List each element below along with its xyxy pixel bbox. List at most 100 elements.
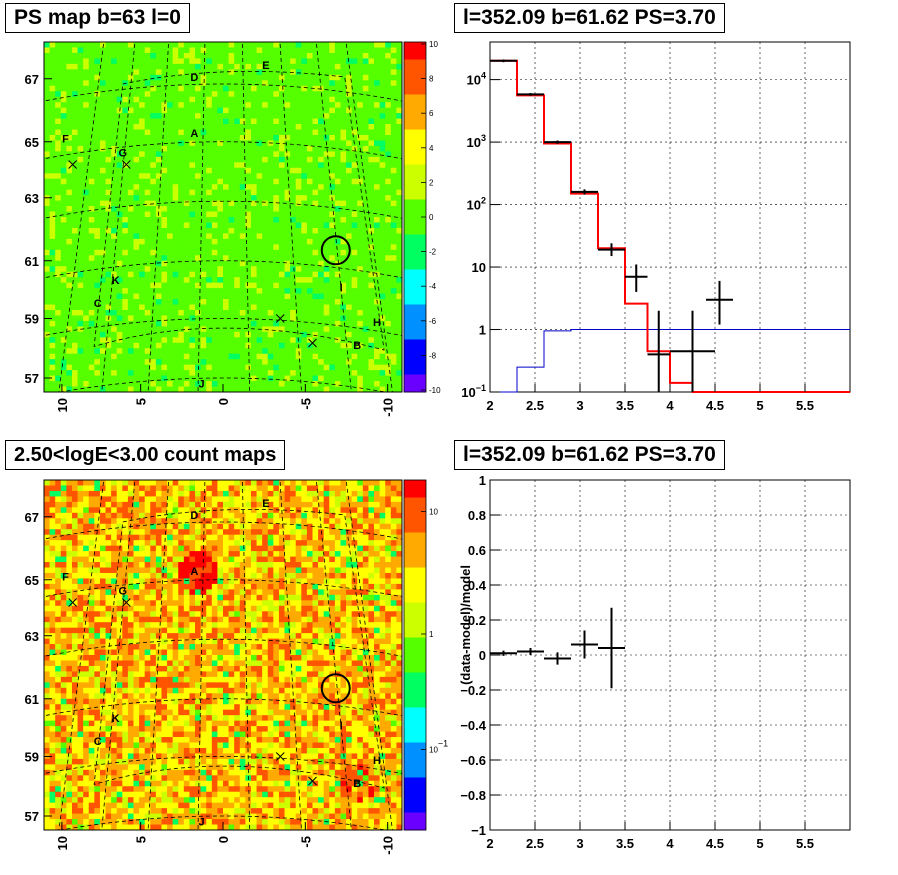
heatmap-cell bbox=[144, 162, 151, 169]
heatmap-cell bbox=[49, 299, 56, 305]
heatmap-cell bbox=[368, 167, 375, 174]
heatmap-cell bbox=[223, 85, 229, 92]
heatmap-cell bbox=[351, 277, 358, 284]
heatmap-cell bbox=[306, 353, 313, 360]
heatmap-cell bbox=[49, 786, 56, 793]
heatmap-cell bbox=[60, 540, 67, 547]
heatmap-cell bbox=[183, 238, 190, 245]
heatmap-cell bbox=[267, 244, 274, 251]
heatmap-cell bbox=[55, 315, 62, 322]
heatmap-cell bbox=[374, 233, 381, 240]
heatmap-cell bbox=[239, 80, 246, 87]
heatmap-cell bbox=[122, 129, 129, 136]
heatmap-cell bbox=[94, 326, 101, 333]
heatmap-cell bbox=[239, 386, 246, 392]
heatmap-cell bbox=[167, 288, 174, 294]
heatmap-cell bbox=[223, 80, 229, 87]
heatmap-cell bbox=[55, 364, 62, 371]
heatmap-cell bbox=[250, 195, 257, 201]
heatmap-cell bbox=[71, 189, 78, 196]
heatmap-cell bbox=[105, 370, 112, 376]
heatmap-cell bbox=[329, 266, 336, 273]
heatmap-cell bbox=[44, 299, 50, 305]
heatmap-cell bbox=[105, 687, 112, 694]
heatmap-cell bbox=[284, 238, 291, 245]
heatmap-cell bbox=[77, 490, 84, 497]
heatmap-cell bbox=[105, 342, 112, 349]
heatmap-cell bbox=[83, 764, 90, 771]
heatmap-cell bbox=[396, 320, 402, 327]
heatmap-cell bbox=[66, 616, 73, 623]
heatmap-cell bbox=[161, 293, 168, 300]
heatmap-cell bbox=[234, 173, 241, 180]
heatmap-cell bbox=[278, 320, 285, 327]
heatmap-cell bbox=[83, 304, 90, 311]
heatmap-cell bbox=[83, 507, 90, 514]
colorbar-band bbox=[404, 234, 426, 244]
heatmap-cell bbox=[172, 113, 179, 119]
heatmap-cell bbox=[301, 113, 308, 119]
heatmap-cell bbox=[262, 293, 269, 300]
heatmap-cell bbox=[273, 260, 280, 267]
heatmap-cell bbox=[44, 233, 50, 240]
heatmap-cell bbox=[396, 271, 402, 278]
heatmap-cell bbox=[111, 331, 118, 338]
heatmap-cell bbox=[88, 195, 95, 201]
heatmap-cell bbox=[362, 233, 369, 240]
heatmap-cell bbox=[278, 282, 285, 289]
heatmap-cell bbox=[83, 616, 90, 623]
heatmap-cell bbox=[245, 189, 252, 196]
colorbar-band bbox=[404, 365, 426, 375]
heatmap-cell bbox=[390, 140, 397, 147]
heatmap-cell bbox=[245, 359, 252, 366]
heatmap-cell bbox=[346, 255, 353, 262]
heatmap-cell bbox=[329, 85, 336, 92]
heatmap-cell bbox=[183, 282, 190, 289]
heatmap-cell bbox=[340, 331, 347, 338]
heatmap-cell bbox=[133, 107, 140, 114]
heatmap-cell bbox=[60, 518, 67, 525]
heatmap-cell bbox=[284, 342, 291, 349]
heatmap-cell bbox=[385, 102, 392, 109]
heatmap-cell bbox=[290, 304, 297, 311]
heatmap-cell bbox=[295, 129, 302, 136]
heatmap-cell bbox=[390, 102, 397, 109]
heatmap-cell bbox=[234, 189, 241, 196]
heatmap-cell bbox=[362, 162, 369, 169]
heatmap-cell bbox=[357, 189, 364, 196]
heatmap-cell bbox=[379, 173, 386, 180]
heatmap-cell bbox=[94, 715, 101, 722]
heatmap-cell bbox=[256, 42, 263, 48]
heatmap-cell bbox=[178, 151, 185, 158]
heatmap-cell bbox=[340, 277, 347, 284]
heatmap-cell bbox=[385, 156, 392, 163]
source-label: C bbox=[94, 298, 102, 310]
heatmap-cell bbox=[99, 605, 106, 612]
heatmap-cell bbox=[105, 227, 112, 234]
heatmap-cell bbox=[116, 85, 123, 92]
heatmap-cell bbox=[77, 288, 84, 294]
heatmap-cell bbox=[312, 69, 319, 76]
heatmap-cell bbox=[150, 266, 157, 273]
heatmap-cell bbox=[385, 200, 392, 207]
heatmap-cell bbox=[77, 709, 84, 716]
heatmap-cell bbox=[133, 102, 140, 109]
heatmap-cell bbox=[346, 238, 353, 245]
heatmap-cell bbox=[133, 353, 140, 360]
heatmap-cell bbox=[178, 238, 185, 245]
heatmap-cell bbox=[301, 260, 308, 267]
heatmap-cell bbox=[49, 605, 56, 612]
heatmap-cell bbox=[234, 299, 241, 305]
heatmap-cell bbox=[396, 113, 402, 119]
heatmap-cell bbox=[99, 720, 106, 727]
heatmap-cell bbox=[301, 74, 308, 81]
heatmap-cell bbox=[390, 227, 397, 234]
heatmap-cell bbox=[71, 512, 78, 519]
heatmap-cell bbox=[44, 288, 50, 294]
heatmap-cell bbox=[368, 364, 375, 371]
heatmap-cell bbox=[94, 507, 101, 514]
heatmap-cell bbox=[334, 63, 341, 70]
heatmap-cell bbox=[111, 277, 118, 284]
heatmap-cell bbox=[94, 775, 101, 782]
heatmap-cell bbox=[223, 58, 229, 65]
